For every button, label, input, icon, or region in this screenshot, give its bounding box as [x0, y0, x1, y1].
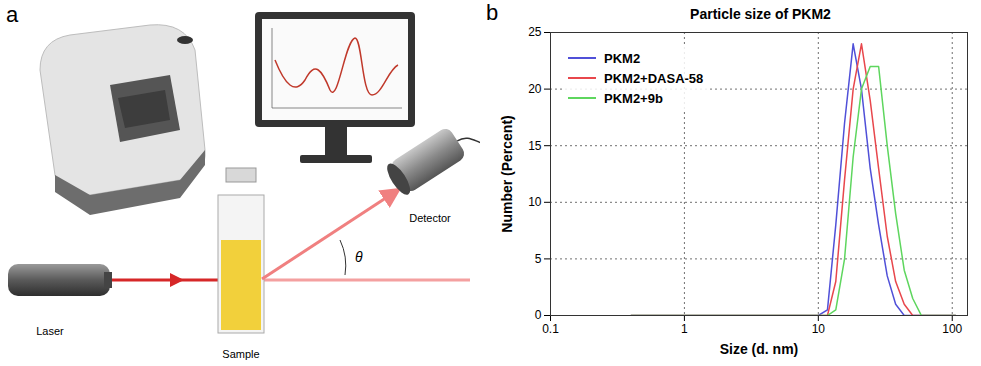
- svg-text:100: 100: [942, 322, 962, 336]
- svg-text:20: 20: [528, 82, 542, 96]
- html-text:PKM2+DASA-58: PKM2+DASA-58: [604, 70, 704, 86]
- svg-text:0: 0: [535, 308, 542, 322]
- svg-text:1: 1: [681, 322, 688, 336]
- html-text:Particle size of PKM2: Particle size of PKM2: [690, 6, 831, 22]
- html-text:b: b: [486, 0, 499, 25]
- svg-text:10: 10: [812, 322, 826, 336]
- svg-text:5: 5: [535, 252, 542, 266]
- html-text:PKM2+9b: PKM2+9b: [604, 90, 663, 106]
- svg-text:Laser: Laser: [36, 325, 64, 337]
- html-text:PKM2: PKM2: [604, 50, 641, 66]
- svg-text:a: a: [6, 2, 19, 27]
- svg-text:Number (Percent): Number (Percent): [499, 115, 515, 232]
- svg-text:Sample: Sample: [222, 348, 259, 360]
- svg-text:15: 15: [528, 139, 542, 153]
- svg-text:Detector: Detector: [409, 212, 451, 224]
- svg-text:10: 10: [528, 195, 542, 209]
- svg-text:25: 25: [528, 25, 542, 39]
- svg-text:Size (d. nm): Size (d. nm): [720, 341, 799, 357]
- svg-text:θ: θ: [355, 249, 363, 265]
- svg-text:0.1: 0.1: [542, 322, 559, 336]
